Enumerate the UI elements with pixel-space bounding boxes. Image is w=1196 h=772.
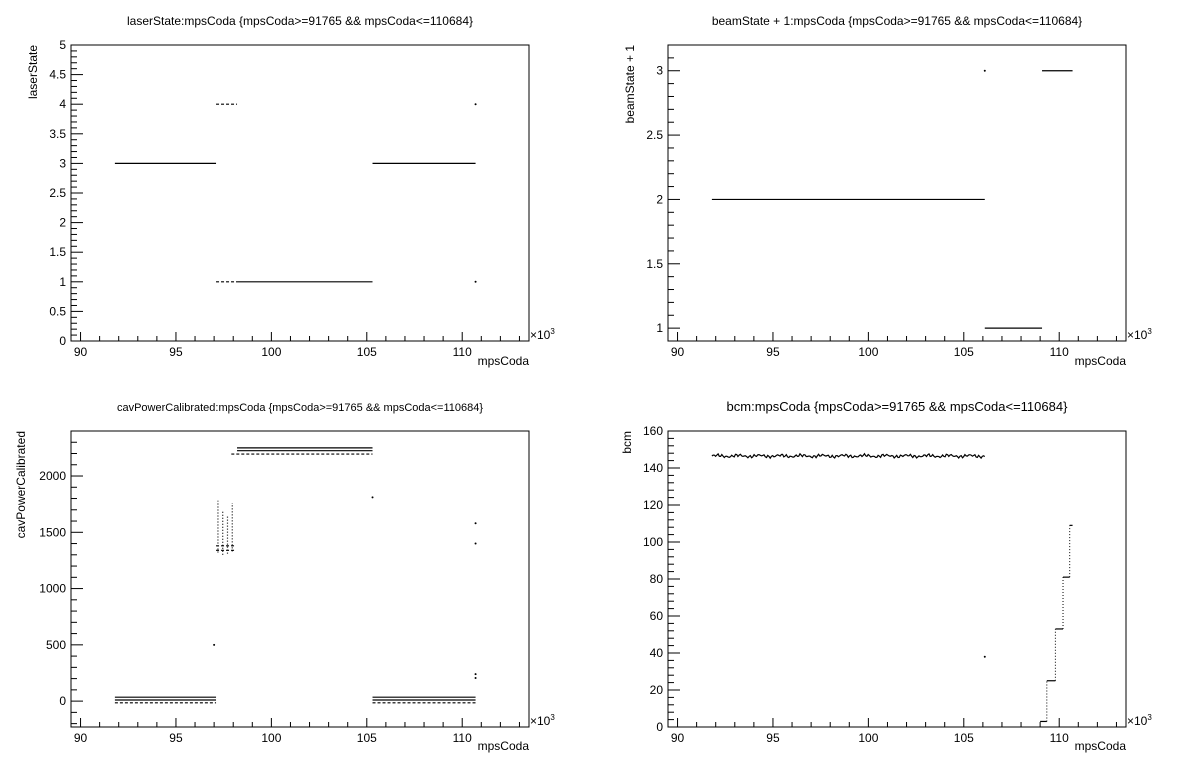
chart-bcm: bcm:mpsCoda {mpsCoda>=91765 && mpsCoda<=… xyxy=(620,399,1152,753)
y-tick-label: 160 xyxy=(643,424,663,438)
y-axis-label: cavPowerCalibrated xyxy=(14,431,28,538)
x-tick-label: 100 xyxy=(261,731,281,745)
y-tick-label: 2 xyxy=(59,216,66,230)
data-point xyxy=(474,522,477,525)
chart-title: beamState + 1:mpsCoda {mpsCoda>=91765 &&… xyxy=(712,14,1082,28)
y-tick-label: 40 xyxy=(650,646,664,660)
y-tick-label: 1500 xyxy=(39,525,66,539)
x-tick-label: 100 xyxy=(858,345,878,359)
plot-frame xyxy=(70,44,530,342)
y-tick-label: 5 xyxy=(59,38,66,52)
x-tick-label: 110 xyxy=(453,731,472,745)
data-point xyxy=(474,673,477,676)
x-axis-label: mpsCoda xyxy=(478,739,530,753)
x-tick-label: 105 xyxy=(357,345,377,359)
x-axis-label: mpsCoda xyxy=(478,354,530,368)
x-tick-label: 90 xyxy=(74,731,88,745)
data-point xyxy=(474,542,477,545)
x-tick-label: 105 xyxy=(954,731,974,745)
y-tick-label: 3 xyxy=(59,156,66,170)
data-point xyxy=(983,655,986,658)
x-tick-label: 110 xyxy=(1050,731,1069,745)
x-multiplier-base: ×10 xyxy=(530,328,551,342)
y-axis-label: bcm xyxy=(620,431,634,454)
y-tick-label: 1 xyxy=(59,275,66,289)
x-axis-multiplier: ×103 xyxy=(530,327,555,342)
x-tick-label: 95 xyxy=(766,345,780,359)
data-point xyxy=(213,643,216,646)
plot-frame xyxy=(70,430,530,728)
y-tick-label: 4.5 xyxy=(49,68,66,82)
chart-laserstate: laserState:mpsCoda {mpsCoda>=91765 && mp… xyxy=(26,14,555,368)
y-axis-label: beamState + 1 xyxy=(623,45,637,124)
x-tick-label: 90 xyxy=(671,345,685,359)
y-tick-label: 20 xyxy=(650,683,664,697)
data-point xyxy=(983,69,986,72)
x-tick-label: 90 xyxy=(671,731,685,745)
data-point xyxy=(371,496,374,499)
y-tick-label: 120 xyxy=(643,498,663,512)
x-tick-label: 95 xyxy=(169,731,183,745)
data-point xyxy=(474,677,477,680)
y-tick-label: 2 xyxy=(656,192,663,206)
x-multiplier-exponent: 3 xyxy=(1147,327,1152,336)
y-tick-label: 0 xyxy=(656,720,663,734)
y-tick-label: 60 xyxy=(650,609,664,623)
y-tick-label: 3.5 xyxy=(49,127,66,141)
y-tick-label: 2.5 xyxy=(646,128,663,142)
y-tick-label: 500 xyxy=(46,638,66,652)
y-tick-label: 0 xyxy=(59,694,66,708)
y-tick-label: 1 xyxy=(656,321,663,335)
chart-title: cavPowerCalibrated:mpsCoda {mpsCoda>=917… xyxy=(117,402,483,414)
chart-title: laserState:mpsCoda {mpsCoda>=91765 && mp… xyxy=(127,14,473,28)
y-tick-label: 2.5 xyxy=(49,186,66,200)
y-axis-label: laserState xyxy=(26,45,40,99)
x-multiplier-exponent: 3 xyxy=(1147,713,1152,722)
x-axis-label: mpsCoda xyxy=(1075,354,1127,368)
x-multiplier-base: ×10 xyxy=(1127,328,1148,342)
x-axis-multiplier: ×103 xyxy=(530,713,555,728)
chart-title: bcm:mpsCoda {mpsCoda>=91765 && mpsCoda<=… xyxy=(727,399,1069,414)
x-multiplier-exponent: 3 xyxy=(550,713,555,722)
y-tick-label: 1.5 xyxy=(646,257,663,271)
x-tick-label: 90 xyxy=(74,345,88,359)
data-point xyxy=(474,280,477,283)
x-tick-label: 105 xyxy=(954,345,974,359)
y-tick-label: 140 xyxy=(643,461,663,475)
chart-cavpower: cavPowerCalibrated:mpsCoda {mpsCoda>=917… xyxy=(14,402,555,753)
x-tick-label: 95 xyxy=(766,731,780,745)
data-series-line xyxy=(711,452,986,460)
x-multiplier-exponent: 3 xyxy=(550,327,555,336)
data-point xyxy=(474,103,477,106)
y-tick-label: 4 xyxy=(59,97,66,111)
y-tick-label: 2000 xyxy=(39,469,66,483)
x-tick-label: 95 xyxy=(169,345,183,359)
x-multiplier-base: ×10 xyxy=(530,714,551,728)
x-tick-label: 100 xyxy=(261,345,281,359)
x-axis-label: mpsCoda xyxy=(1075,739,1127,753)
y-tick-label: 0.5 xyxy=(49,304,66,318)
y-tick-label: 100 xyxy=(643,535,663,549)
y-tick-label: 0 xyxy=(59,334,66,348)
y-tick-label: 80 xyxy=(650,572,664,586)
plot-frame xyxy=(667,430,1127,728)
x-tick-label: 100 xyxy=(858,731,878,745)
x-axis-multiplier: ×103 xyxy=(1127,327,1152,342)
x-axis-multiplier: ×103 xyxy=(1127,713,1152,728)
x-tick-label: 110 xyxy=(453,345,472,359)
x-tick-label: 105 xyxy=(357,731,377,745)
plot-frame xyxy=(667,44,1127,342)
y-tick-label: 3 xyxy=(656,64,663,78)
y-tick-label: 1000 xyxy=(39,582,66,596)
x-tick-label: 110 xyxy=(1050,345,1069,359)
y-tick-label: 1.5 xyxy=(49,245,66,259)
x-multiplier-base: ×10 xyxy=(1127,714,1148,728)
chart-beamstate: beamState + 1:mpsCoda {mpsCoda>=91765 &&… xyxy=(623,14,1152,368)
